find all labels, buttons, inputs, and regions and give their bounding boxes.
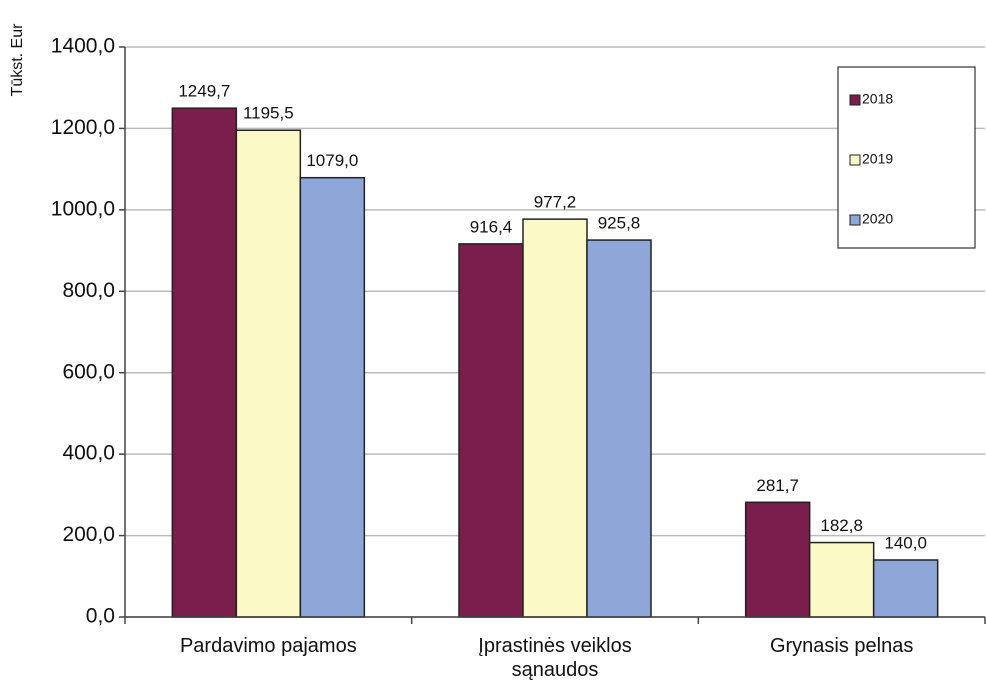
bar <box>522 218 588 618</box>
bar <box>299 176 366 618</box>
legend-swatch <box>849 214 861 226</box>
bar <box>235 129 302 618</box>
data-label: 1079,0 <box>306 151 358 170</box>
y-tick-label: 200,0 <box>62 523 115 546</box>
y-tick-label: 1000,0 <box>51 197 115 220</box>
legend-box <box>837 66 976 249</box>
x-tick-label: Pardavimo pajamos <box>179 635 357 657</box>
bar <box>458 243 524 618</box>
bar <box>872 559 939 618</box>
y-tick-label: 600,0 <box>62 360 115 383</box>
x-tick-label: Grynasis pelnas <box>769 635 914 657</box>
bar <box>808 541 875 618</box>
y-tick-label: 1200,0 <box>51 116 115 139</box>
legend-swatch <box>849 94 861 106</box>
legend-label: 2019 <box>862 151 893 167</box>
data-label: 140,0 <box>884 533 927 552</box>
legend-label: 2018 <box>862 91 893 107</box>
data-label: 1249,7 <box>178 82 230 101</box>
y-tick-label: 400,0 <box>62 442 115 465</box>
y-tick-label: 800,0 <box>62 279 115 302</box>
y-tick-label: 0,0 <box>86 605 115 628</box>
bar <box>586 239 652 618</box>
data-label: 281,7 <box>756 476 799 495</box>
legend-label: 2020 <box>862 211 893 227</box>
legend-swatch <box>849 154 861 166</box>
bar <box>744 501 811 618</box>
y-tick-label: 1400,0 <box>51 35 115 58</box>
y-axis-label: Tūkst. Eur <box>9 23 26 97</box>
data-label: 1195,5 <box>243 104 294 123</box>
x-tick-label: Įprastinės veiklos sąnaudos <box>478 635 632 681</box>
data-label: 977,2 <box>534 193 577 212</box>
data-label: 182,8 <box>820 516 863 535</box>
data-label: 916,4 <box>470 217 513 236</box>
data-label: 925,8 <box>598 214 641 233</box>
bar <box>171 107 238 618</box>
